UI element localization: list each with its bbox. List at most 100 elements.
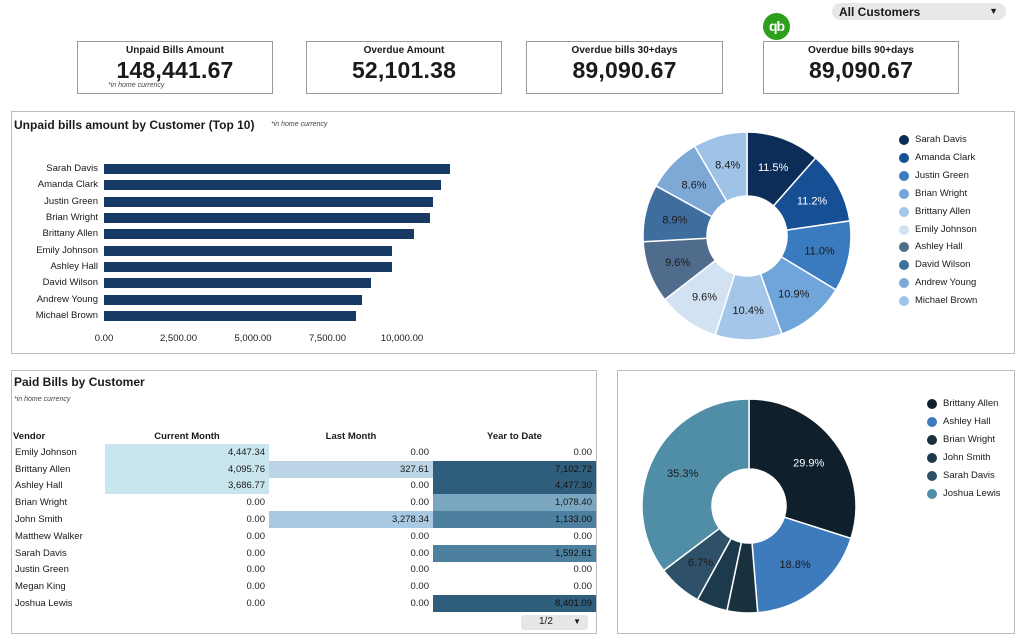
amount-cell: 0.00: [246, 497, 266, 509]
kpi-title: Overdue Amount: [363, 45, 445, 56]
legend-label: Brian Wright: [943, 433, 996, 445]
bar-label: Amanda Clark: [37, 179, 98, 191]
legend-item[interactable]: Andrew Young: [899, 277, 976, 289]
unpaid-chart-note: *in home currency: [271, 121, 328, 128]
donut-slice[interactable]: [748, 398, 857, 540]
kpi-overdue-90-days: Overdue bills 90+days 89,090.67: [763, 41, 959, 94]
legend-item[interactable]: Emily Johnson: [899, 223, 977, 235]
table-row[interactable]: John Smith 0.00 3,278.34 1,133.00: [13, 511, 596, 528]
table-row[interactable]: Sarah Davis 0.00 0.00 1,592.61: [13, 544, 596, 562]
donut-slice-label: 29.9%: [793, 457, 824, 469]
legend-item[interactable]: Sarah Davis: [899, 134, 967, 145]
donut-slice[interactable]: [751, 516, 852, 614]
legend-item[interactable]: Joshua Lewis: [927, 488, 1001, 499]
legend-item[interactable]: David Wilson: [899, 259, 971, 271]
amount-cell: 0.00: [410, 530, 430, 542]
amount-cell: 0.00: [246, 547, 266, 559]
bar[interactable]: [104, 164, 450, 174]
table-row[interactable]: Justin Green 0.00 0.00 0.00: [13, 562, 596, 579]
table-row[interactable]: Brittany Allen 4,095.76 327.61 7,102.72: [13, 460, 596, 478]
table-pager[interactable]: 1/2 ▼: [521, 615, 588, 630]
legend-label: David Wilson: [915, 259, 971, 271]
table-row[interactable]: Megan King 0.00 0.00 0.00: [13, 578, 596, 595]
column-header-year-to-date[interactable]: Year to Date: [487, 430, 542, 442]
legend-item[interactable]: Sarah Davis: [927, 470, 995, 481]
chevron-down-icon: ▼: [989, 6, 998, 16]
column-header-current-month[interactable]: Current Month: [154, 430, 220, 442]
column-header-vendor[interactable]: Vendor: [13, 430, 46, 442]
legend-item[interactable]: John Smith: [927, 451, 991, 463]
chevron-down-icon[interactable]: ▼: [573, 617, 581, 626]
amount-cell: 1,078.40: [433, 494, 596, 512]
paid-bills-table: Vendor Current Month Last Month Year to …: [13, 428, 596, 612]
donut-slice[interactable]: [641, 398, 750, 572]
bar[interactable]: [104, 262, 392, 273]
paid-donut-chart: 29.9% 18.8% 6.7% 35.3%: [641, 398, 857, 614]
bar-label: Ashley Hall: [50, 261, 98, 273]
legend-label: Brittany Allen: [915, 205, 971, 217]
table-row[interactable]: Brian Wright 0.00 0.00 1,078.40: [13, 494, 596, 512]
customer-filter-dropdown[interactable]: All Customers ▼: [832, 3, 1006, 20]
vendor-cell: Matthew Walker: [15, 530, 83, 542]
legend-label: Brian Wright: [915, 187, 968, 199]
legend-item[interactable]: Michael Brown: [899, 295, 977, 307]
bar[interactable]: [104, 196, 434, 207]
legend-dot-icon: [927, 488, 937, 499]
legend-label: Justin Green: [915, 169, 969, 181]
bar[interactable]: [104, 229, 414, 240]
amount-cell: 0.00: [573, 530, 593, 542]
legend-item[interactable]: Brittany Allen: [927, 398, 998, 409]
x-tick-label: 0.00: [94, 333, 114, 344]
vendor-cell: Brian Wright: [15, 497, 68, 509]
legend-label: Ashley Hall: [915, 241, 963, 253]
donut-slice[interactable]: [693, 131, 748, 203]
amount-cell: 0.00: [410, 564, 430, 576]
bar[interactable]: [104, 180, 441, 191]
x-tick-label: 2,500.00: [160, 333, 197, 344]
legend-dot-icon: [899, 260, 909, 271]
bar[interactable]: [104, 213, 431, 224]
bar[interactable]: [104, 245, 392, 256]
donut-slice-label: 10.4%: [733, 305, 764, 317]
legend-item[interactable]: Ashley Hall: [899, 241, 963, 253]
table-row[interactable]: Joshua Lewis 0.00 0.00 8,401.09: [13, 595, 596, 612]
donut-slice-label: 18.8%: [779, 559, 810, 571]
legend-label: Emily Johnson: [915, 223, 977, 235]
pager-label: 1/2: [539, 616, 553, 627]
vendor-cell: John Smith: [15, 514, 63, 526]
donut-slice-label: 8.4%: [715, 160, 740, 172]
amount-cell: 0.00: [573, 564, 593, 576]
bar-label: Justin Green: [44, 195, 98, 207]
legend-dot-icon: [927, 416, 937, 427]
legend-item[interactable]: Brian Wright: [927, 433, 996, 445]
x-tick-label: 10,000.00: [380, 333, 424, 344]
legend-item[interactable]: Ashley Hall: [927, 416, 991, 427]
amount-cell: 0.00: [410, 497, 430, 509]
amount-cell: 3,278.34: [269, 511, 433, 528]
legend-dot-icon: [899, 242, 909, 253]
donut-slice-label: 10.9%: [778, 288, 809, 300]
bar[interactable]: [104, 294, 362, 305]
kpi-overdue-amount: Overdue Amount 52,101.38: [306, 41, 502, 94]
bar-label: Brittany Allen: [42, 228, 98, 240]
table-row[interactable]: Emily Johnson 4,447.34 0.00 0.00: [13, 444, 596, 461]
kpi-title: Overdue bills 30+days: [571, 45, 678, 56]
amount-cell: 0.00: [410, 598, 430, 610]
legend-item[interactable]: Justin Green: [899, 169, 969, 181]
table-row[interactable]: Matthew Walker 0.00 0.00 0.00: [13, 528, 596, 545]
amount-cell: 0.00: [573, 446, 593, 458]
table-row[interactable]: Ashley Hall 3,686.77 0.00 4,477.30: [13, 477, 596, 495]
amount-cell: 0.00: [246, 514, 266, 526]
legend-dot-icon: [899, 278, 909, 289]
legend-item[interactable]: Brittany Allen: [899, 205, 971, 217]
column-header-last-month[interactable]: Last Month: [325, 430, 377, 442]
bar[interactable]: [104, 278, 371, 289]
bar-label: Sarah Davis: [46, 163, 98, 174]
legend-item[interactable]: Brian Wright: [899, 187, 968, 199]
bar[interactable]: [104, 311, 356, 322]
legend-label: John Smith: [943, 451, 991, 463]
legend-item[interactable]: Amanda Clark: [899, 152, 975, 163]
x-tick-label: 5,000.00: [234, 333, 272, 344]
unpaid-donut-chart: 11.5% 11.2% 11.0% 10.9% 10.4% 9.6% 9.6% 8.9% 8.6…: [642, 131, 852, 341]
unpaid-chart-title: Unpaid bills amount by Customer (Top 10): [14, 118, 255, 132]
